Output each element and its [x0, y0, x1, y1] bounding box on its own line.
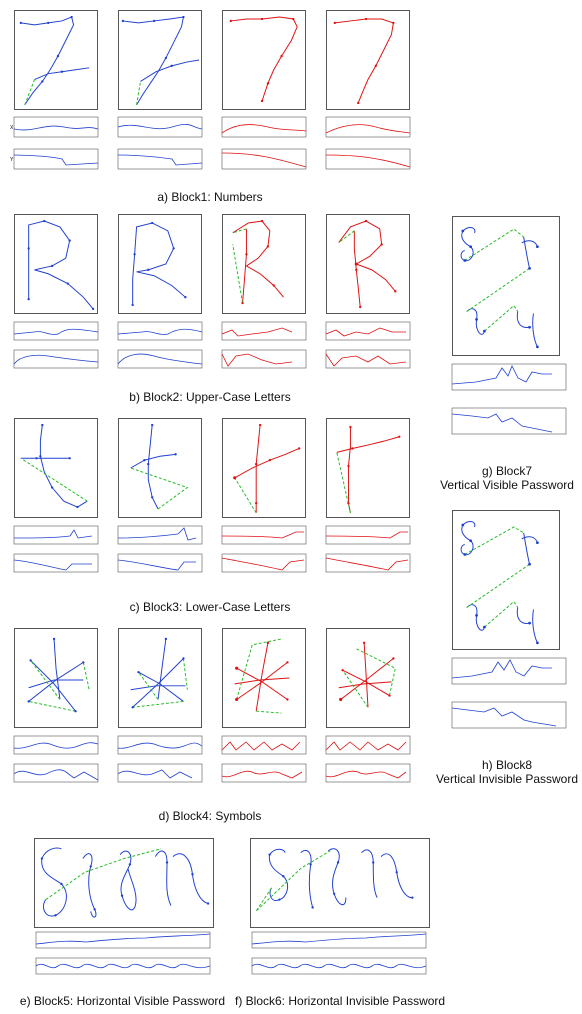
block4-sample-4: [326, 628, 410, 728]
block4-sample-2: [118, 628, 202, 728]
block2-signals-3: [212, 320, 308, 382]
block4-signals-2: [108, 734, 204, 796]
caption-block5: e) Block5: Horizontal Visible Password: [19, 994, 226, 1008]
block2-sample-2: [118, 214, 202, 314]
block4-signals-3: [212, 734, 308, 796]
block3-signals-2: [108, 524, 204, 586]
block2-signals-2: [108, 320, 204, 382]
block3-signals-1: [4, 524, 100, 586]
caption-block2: b) Block2: Upper-Case Letters: [129, 390, 291, 404]
block3-sample-3: [222, 418, 306, 518]
block7-sample: [452, 216, 560, 356]
block1-sample-2: [118, 10, 202, 110]
block1-sample-4: [326, 10, 410, 110]
block2-signals-1: [4, 320, 100, 382]
block6-sample: [250, 838, 430, 928]
block4-sample-3: [222, 628, 306, 728]
block2-sample-1: [14, 214, 98, 314]
caption-block6: f) Block6: Horizontal Invisible Password: [235, 994, 446, 1008]
caption-block1: a) Block1: Numbers: [157, 190, 263, 204]
block2-sample-4: [326, 214, 410, 314]
caption-block8-line1: h) Block8: [481, 758, 533, 772]
caption-block7-line1: g) Block7: [481, 464, 533, 478]
block6-signals: [242, 930, 428, 988]
block8-sample: [452, 510, 560, 650]
block5-signals: [26, 930, 212, 988]
block3-sample-2: [118, 418, 202, 518]
block4-sample-1: [14, 628, 98, 728]
block7-signals: [432, 362, 568, 454]
block1-signals-4: [316, 115, 412, 187]
block4-signals-4: [316, 734, 412, 796]
caption-block4: d) Block4: Symbols: [158, 809, 262, 823]
block2-signals-4: [316, 320, 412, 382]
block3-sample-1: [14, 418, 98, 518]
block1-signals-3: [212, 115, 308, 187]
y-axis-label: X: [10, 125, 14, 131]
block1-sample-1: [14, 10, 98, 110]
svg-text:Y: Y: [10, 157, 14, 163]
block1-sample-3: [222, 10, 306, 110]
block3-signals-4: [316, 524, 412, 586]
block3-signals-3: [212, 524, 308, 586]
block2-sample-3: [222, 214, 306, 314]
block5-sample: [34, 838, 214, 928]
block8-signals: [432, 656, 568, 748]
caption-block8-line2: Vertical Invisible Password: [435, 772, 579, 786]
caption-block7-line2: Vertical Visible Password: [440, 478, 574, 492]
caption-block3: c) Block3: Lower-Case Letters: [129, 600, 291, 614]
block3-sample-4: [326, 418, 410, 518]
block4-signals-1: [4, 734, 100, 796]
block1-signals-2: [108, 115, 204, 187]
